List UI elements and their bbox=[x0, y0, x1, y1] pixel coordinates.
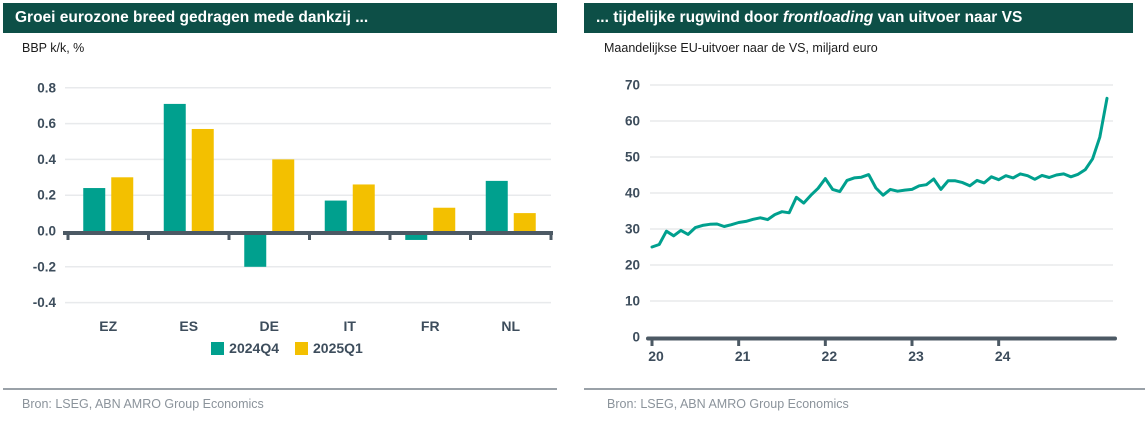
y-tick-label: 30 bbox=[625, 222, 640, 237]
left-chart-title: Groei eurozone breed gedragen mede dankz… bbox=[15, 9, 369, 26]
legend-label-2024q4: 2024Q4 bbox=[229, 340, 279, 356]
left-source-text: Bron: LSEG, ABN AMRO Group Economics bbox=[22, 397, 264, 411]
export-line-series bbox=[650, 96, 1109, 249]
y-tick-label: 40 bbox=[625, 186, 640, 201]
y-tick-label: 0 bbox=[632, 330, 640, 345]
y-tick-label: 0.0 bbox=[37, 224, 56, 239]
x-tick-label-21: 21 bbox=[735, 348, 751, 364]
category-label-EZ: EZ bbox=[99, 318, 117, 334]
bar-NL-2025Q1 bbox=[513, 213, 536, 231]
bar-ES-2025Q1 bbox=[191, 128, 214, 231]
category-label-NL: NL bbox=[501, 318, 520, 334]
y-tick-label: 20 bbox=[625, 258, 640, 273]
legend-label-2025q1: 2025Q1 bbox=[313, 340, 363, 356]
y-tick-label: 0.6 bbox=[37, 116, 56, 131]
right-chart-title-bar: ... tijdelijke rugwind door frontloading… bbox=[584, 3, 1133, 33]
legend-swatch-2025q1 bbox=[295, 341, 308, 355]
legend-swatch-2024q4 bbox=[211, 341, 225, 355]
bar-chart-legend: 2024Q4 2025Q1 bbox=[0, 340, 574, 356]
category-label-IT: IT bbox=[344, 318, 357, 334]
y-tick-label: 50 bbox=[625, 150, 640, 165]
bar-EZ-2025Q1 bbox=[111, 177, 134, 231]
y-tick-label: 0.8 bbox=[37, 80, 56, 95]
category-label-ES: ES bbox=[179, 318, 198, 334]
left-chart-subtitle: BBP k/k, % bbox=[22, 41, 85, 55]
category-label-DE: DE bbox=[260, 318, 279, 334]
x-tick-label-23: 23 bbox=[908, 348, 924, 364]
right-chart-subtitle: Maandelijkse EU-uitvoer naar de VS, milj… bbox=[604, 41, 878, 55]
bar-ES-2024Q4 bbox=[163, 103, 186, 231]
line-chart: 0 10 20 30 40 50 60 70 20 21 22 23 24 bbox=[625, 78, 1117, 364]
y-tick-label: 10 bbox=[625, 294, 640, 309]
legend-item-2025q1: 2025Q1 bbox=[295, 340, 363, 356]
bar-EZ-2024Q4 bbox=[83, 188, 106, 231]
bar-DE-2024Q4 bbox=[244, 231, 267, 267]
bar-IT-2024Q4 bbox=[324, 200, 347, 231]
bar-chart: 0.8 0.6 0.4 0.2 0.0 -0.2 -0.4 EZ ES DE IT FR NL bbox=[33, 80, 553, 334]
bar-FR-2024Q4 bbox=[405, 231, 428, 240]
right-chart-panel: ... tijdelijke rugwind door frontloading… bbox=[574, 0, 1148, 425]
right-source-divider bbox=[584, 388, 1145, 390]
right-source-text: Bron: LSEG, ABN AMRO Group Economics bbox=[607, 397, 849, 411]
right-chart-title: ... tijdelijke rugwind door frontloading… bbox=[596, 9, 1023, 26]
y-tick-label: 0.4 bbox=[37, 152, 56, 167]
bar-NL-2024Q4 bbox=[485, 180, 508, 231]
left-chart-title-bar: Groei eurozone breed gedragen mede dankz… bbox=[3, 3, 557, 33]
y-tick-label: -0.2 bbox=[33, 259, 56, 274]
category-label-FR: FR bbox=[421, 318, 440, 334]
x-tick-label-22: 22 bbox=[822, 348, 838, 364]
y-tick-label: 0.2 bbox=[37, 188, 56, 203]
bar-FR-2025Q1 bbox=[433, 207, 456, 231]
bar-DE-2025Q1 bbox=[272, 159, 295, 231]
left-chart-panel: Groei eurozone breed gedragen mede dankz… bbox=[0, 3, 574, 411]
x-tick-label-24: 24 bbox=[995, 348, 1011, 364]
x-tick-label-20: 20 bbox=[648, 348, 664, 364]
y-tick-label: 60 bbox=[625, 114, 640, 129]
y-tick-label: -0.4 bbox=[33, 295, 57, 310]
left-source-divider bbox=[3, 388, 557, 390]
legend-item-2024q4: 2024Q4 bbox=[211, 340, 279, 356]
bar-IT-2025Q1 bbox=[352, 184, 375, 231]
y-tick-label: 70 bbox=[625, 78, 640, 93]
